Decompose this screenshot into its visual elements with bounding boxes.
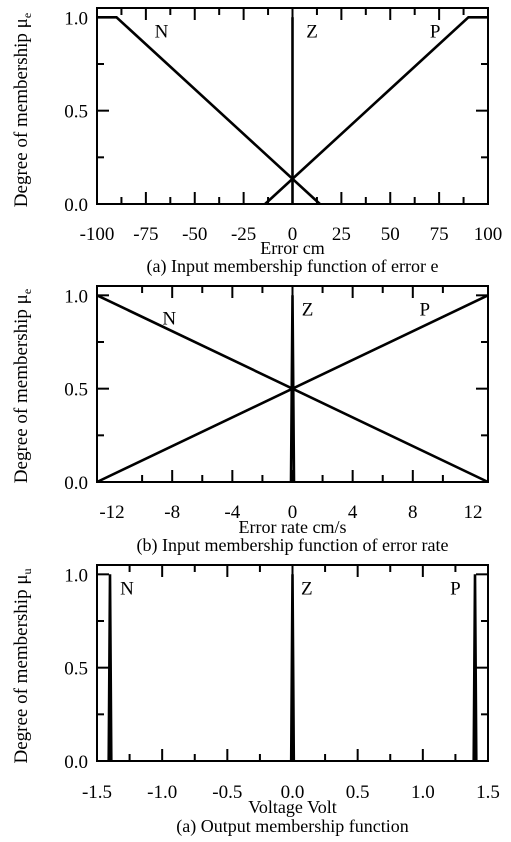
series-label-n: N (162, 309, 176, 330)
x-tick-label: 8 (408, 502, 418, 523)
series-line-n (107, 574, 113, 762)
y-axis-title-main: Degree of membership μ (11, 18, 32, 207)
figure-caption: (a) Input membership function of error e (147, 256, 439, 277)
figure-caption: (b) Input membership function of error r… (137, 535, 449, 556)
x-tick-label: -8 (164, 502, 180, 523)
y-axis-title-main: Degree of membership μ (11, 294, 32, 483)
x-tick-label: -50 (182, 224, 207, 245)
y-tick-label: 0.5 (64, 659, 88, 680)
y-tick-label: 1.0 (64, 286, 88, 307)
y-tick-label: 0.0 (64, 473, 88, 494)
y-tick-label: 0.5 (64, 102, 88, 123)
chart-2: -12 -8 -4 0 4 8 12 0.0 0.5 1.0 N Z P Error rate cm/s(… (11, 285, 489, 556)
chart-1: -100 -75 -50 -25 0 25 50 75 100 0.0 0.5 1.0 N Z P Error… (11, 7, 503, 277)
y-tick-label: 0.5 (64, 380, 88, 401)
y-tick-label: 0.0 (64, 195, 88, 216)
x-tick-label: -4 (224, 502, 240, 523)
x-tick-label: 25 (332, 224, 351, 245)
x-tick-label: 1.5 (476, 782, 500, 803)
series-label-z: Z (306, 21, 318, 42)
series-line-p (96, 294, 489, 484)
series-line-n (97, 15, 321, 205)
y-tick-label: 0.0 (64, 752, 88, 773)
x-tick-label: -25 (231, 224, 256, 245)
x-tick-label: 50 (381, 224, 400, 245)
series-label-p: P (430, 21, 441, 42)
x-axis-title: Voltage Volt (248, 797, 337, 817)
series-line-p (264, 15, 488, 205)
x-tick-label: -1.0 (147, 782, 177, 803)
x-tick-label: 4 (348, 502, 358, 523)
x-tick-label: 0 (288, 502, 298, 523)
series-line-z (289, 295, 296, 483)
x-tick-label: -0.5 (212, 782, 242, 803)
x-tick-label: 0.0 (281, 782, 305, 803)
chart-3: -1.5 -1.0 -0.5 0.0 0.5 1.0 1.5 0.0 0.5 1.0 N Z P Volt… (11, 564, 500, 837)
series-label-n: N (155, 21, 169, 42)
y-axis-title-subscript: e (20, 13, 34, 18)
x-tick-label: -1.5 (82, 782, 112, 803)
x-tick-label: -75 (133, 224, 158, 245)
x-axis-title: Error cm (260, 238, 324, 258)
x-tick-label: 1.0 (411, 782, 435, 803)
x-tick-label: -12 (99, 502, 124, 523)
y-axis-title-main: Degree of membership μ (11, 574, 32, 763)
series-line-z (289, 574, 296, 762)
y-tick-label: 1.0 (64, 565, 88, 586)
y-axis-title: Degree of membership μu (11, 568, 34, 763)
x-tick-label: -100 (80, 224, 115, 245)
x-tick-label: 0.5 (346, 782, 370, 803)
y-axis-title-subscript: e (20, 289, 34, 294)
y-axis-title: Degree of membership μe (11, 13, 34, 207)
y-tick-label: 1.0 (64, 8, 88, 29)
figure-caption: (a) Output membership function (176, 816, 408, 837)
series-line-p (472, 574, 478, 762)
x-tick-label: 75 (430, 224, 449, 245)
x-tick-label: 12 (463, 502, 482, 523)
series-label-n: N (120, 578, 134, 599)
x-axis-title: Error rate cm/s (239, 517, 347, 537)
x-tick-label: 0 (288, 224, 298, 245)
series-label-p: P (450, 578, 461, 599)
series-label-z: Z (302, 299, 314, 320)
y-axis-title-subscript: u (20, 568, 34, 574)
y-axis-title: Degree of membership μe (11, 289, 34, 483)
series-label-p: P (420, 299, 431, 320)
x-tick-label: 100 (474, 224, 503, 245)
series-label-z: Z (301, 578, 313, 599)
